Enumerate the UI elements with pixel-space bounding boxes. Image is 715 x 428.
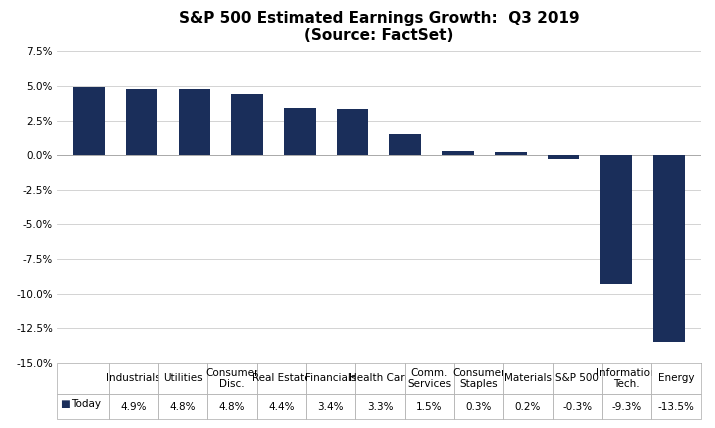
Bar xyxy=(284,108,315,155)
Bar xyxy=(654,155,685,342)
Bar xyxy=(601,155,632,284)
Bar xyxy=(73,87,104,155)
Bar xyxy=(390,134,421,155)
Bar xyxy=(548,155,579,159)
Text: ■: ■ xyxy=(60,398,70,409)
Text: Today: Today xyxy=(72,398,102,409)
Bar xyxy=(495,152,527,155)
Title: S&P 500 Estimated Earnings Growth:  Q3 2019
(Source: FactSet): S&P 500 Estimated Earnings Growth: Q3 20… xyxy=(179,11,579,43)
Bar xyxy=(126,89,157,155)
Bar xyxy=(231,94,263,155)
Bar xyxy=(179,89,210,155)
Bar xyxy=(337,110,368,155)
Bar xyxy=(443,151,474,155)
